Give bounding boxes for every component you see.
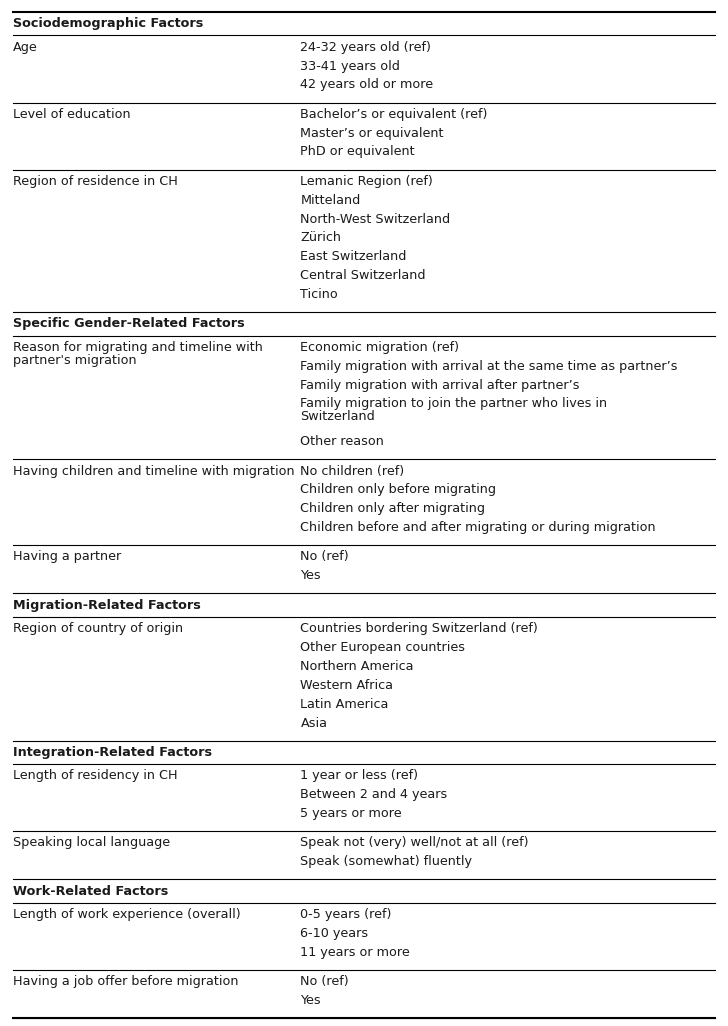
Text: Specific Gender-Related Factors: Specific Gender-Related Factors [13, 317, 245, 330]
Text: 5 years or more: 5 years or more [301, 807, 402, 820]
Text: Region of residence in CH: Region of residence in CH [13, 174, 178, 188]
Text: Master’s or equivalent: Master’s or equivalent [301, 126, 444, 140]
Text: No children (ref): No children (ref) [301, 465, 405, 477]
Text: Having a partner: Having a partner [13, 551, 122, 563]
Text: No (ref): No (ref) [301, 551, 349, 563]
Text: Length of residency in CH: Length of residency in CH [13, 770, 178, 782]
Text: Asia: Asia [301, 716, 328, 729]
Text: 11 years or more: 11 years or more [301, 946, 411, 958]
Text: Having a job offer before migration: Having a job offer before migration [13, 975, 239, 988]
Text: Family migration to join the partner who lives in
Switzerland: Family migration to join the partner who… [301, 397, 608, 424]
Text: 0-5 years (ref): 0-5 years (ref) [301, 908, 392, 921]
Text: Work-Related Factors: Work-Related Factors [13, 884, 168, 898]
Text: Ticino: Ticino [301, 288, 339, 301]
Text: Integration-Related Factors: Integration-Related Factors [13, 746, 212, 759]
Text: Children before and after migrating or during migration: Children before and after migrating or d… [301, 521, 656, 535]
Text: 1 year or less (ref): 1 year or less (ref) [301, 770, 419, 782]
Text: PhD or equivalent: PhD or equivalent [301, 146, 415, 158]
Text: Yes: Yes [301, 569, 321, 583]
Text: Other reason: Other reason [301, 435, 384, 448]
Text: Region of country of origin: Region of country of origin [13, 622, 183, 635]
Text: Having children and timeline with migration: Having children and timeline with migrat… [13, 465, 295, 477]
Text: Length of work experience (overall): Length of work experience (overall) [13, 908, 241, 921]
Text: Family migration with arrival after partner’s: Family migration with arrival after part… [301, 379, 580, 392]
Text: Central Switzerland: Central Switzerland [301, 269, 426, 282]
Text: Latin America: Latin America [301, 698, 389, 711]
Text: Economic migration (ref): Economic migration (ref) [301, 341, 459, 354]
Text: Yes: Yes [301, 994, 321, 1007]
Text: 24-32 years old (ref): 24-32 years old (ref) [301, 41, 432, 53]
Text: Other European countries: Other European countries [301, 641, 465, 654]
Text: Northern America: Northern America [301, 660, 414, 673]
Text: 6-10 years: 6-10 years [301, 926, 368, 940]
Text: No (ref): No (ref) [301, 975, 349, 988]
Text: Reason for migrating and timeline with
partner's migration: Reason for migrating and timeline with p… [13, 341, 263, 367]
Text: Speaking local language: Speaking local language [13, 836, 170, 850]
Text: North-West Switzerland: North-West Switzerland [301, 212, 451, 226]
Text: Level of education: Level of education [13, 108, 131, 121]
Text: Bachelor’s or equivalent (ref): Bachelor’s or equivalent (ref) [301, 108, 488, 121]
Text: Family migration with arrival at the same time as partner’s: Family migration with arrival at the sam… [301, 360, 678, 372]
Text: Children only after migrating: Children only after migrating [301, 503, 486, 515]
Text: 42 years old or more: 42 years old or more [301, 78, 434, 91]
Text: Lemanic Region (ref): Lemanic Region (ref) [301, 174, 433, 188]
Text: East Switzerland: East Switzerland [301, 250, 407, 264]
Text: Countries bordering Switzerland (ref): Countries bordering Switzerland (ref) [301, 622, 538, 635]
Text: Speak (somewhat) fluently: Speak (somewhat) fluently [301, 856, 472, 868]
Text: 33-41 years old: 33-41 years old [301, 60, 400, 73]
Text: Between 2 and 4 years: Between 2 and 4 years [301, 788, 448, 801]
Text: Sociodemographic Factors: Sociodemographic Factors [13, 17, 203, 30]
Text: Age: Age [13, 41, 38, 53]
Text: Speak not (very) well/not at all (ref): Speak not (very) well/not at all (ref) [301, 836, 529, 850]
Text: Children only before migrating: Children only before migrating [301, 483, 496, 497]
Text: Migration-Related Factors: Migration-Related Factors [13, 599, 201, 611]
Text: Western Africa: Western Africa [301, 679, 393, 692]
Text: Zürich: Zürich [301, 232, 341, 244]
Text: Mitteland: Mitteland [301, 194, 361, 206]
